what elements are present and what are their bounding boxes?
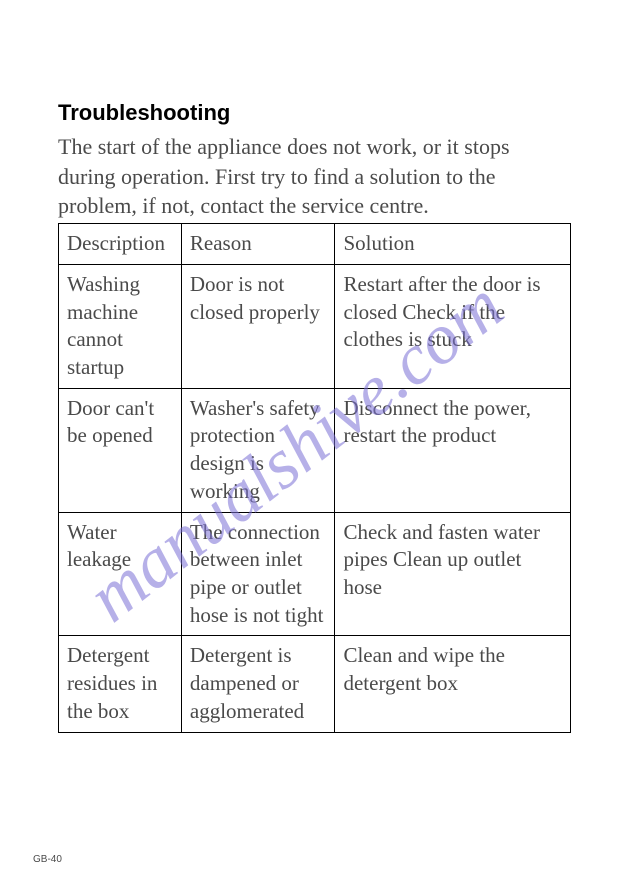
cell-solution: Restart after the door is closed Check i…	[335, 264, 571, 388]
page-number: GB-40	[33, 854, 62, 865]
table-row: Washing machine cannot startup Door is n…	[59, 264, 571, 388]
cell-solution: Check and fasten water pipes Clean up ou…	[335, 512, 571, 636]
header-description: Description	[59, 224, 182, 265]
troubleshooting-table: Description Reason Solution Washing mach…	[58, 223, 571, 733]
table-row: Detergent residues in the box Detergent …	[59, 636, 571, 732]
cell-reason: Washer's safety protection design is wor…	[181, 388, 335, 512]
cell-description: Detergent residues in the box	[59, 636, 182, 732]
cell-solution: Clean and wipe the detergent box	[335, 636, 571, 732]
cell-reason: Door is not closed properly	[181, 264, 335, 388]
table-row: Door can't be opened Washer's safety pro…	[59, 388, 571, 512]
header-solution: Solution	[335, 224, 571, 265]
cell-reason: Detergent is dampened or agglomerated	[181, 636, 335, 732]
cell-reason: The connection between inlet pipe or out…	[181, 512, 335, 636]
page-container: manualshive.com Troubleshooting The star…	[0, 0, 629, 893]
cell-solution: Disconnect the power, restart the produc…	[335, 388, 571, 512]
intro-paragraph: The start of the appliance does not work…	[58, 132, 571, 221]
header-reason: Reason	[181, 224, 335, 265]
cell-description: Washing machine cannot startup	[59, 264, 182, 388]
cell-description: Water leakage	[59, 512, 182, 636]
section-heading: Troubleshooting	[58, 100, 571, 126]
table-row: Water leakage The connection between inl…	[59, 512, 571, 636]
cell-description: Door can't be opened	[59, 388, 182, 512]
table-header-row: Description Reason Solution	[59, 224, 571, 265]
